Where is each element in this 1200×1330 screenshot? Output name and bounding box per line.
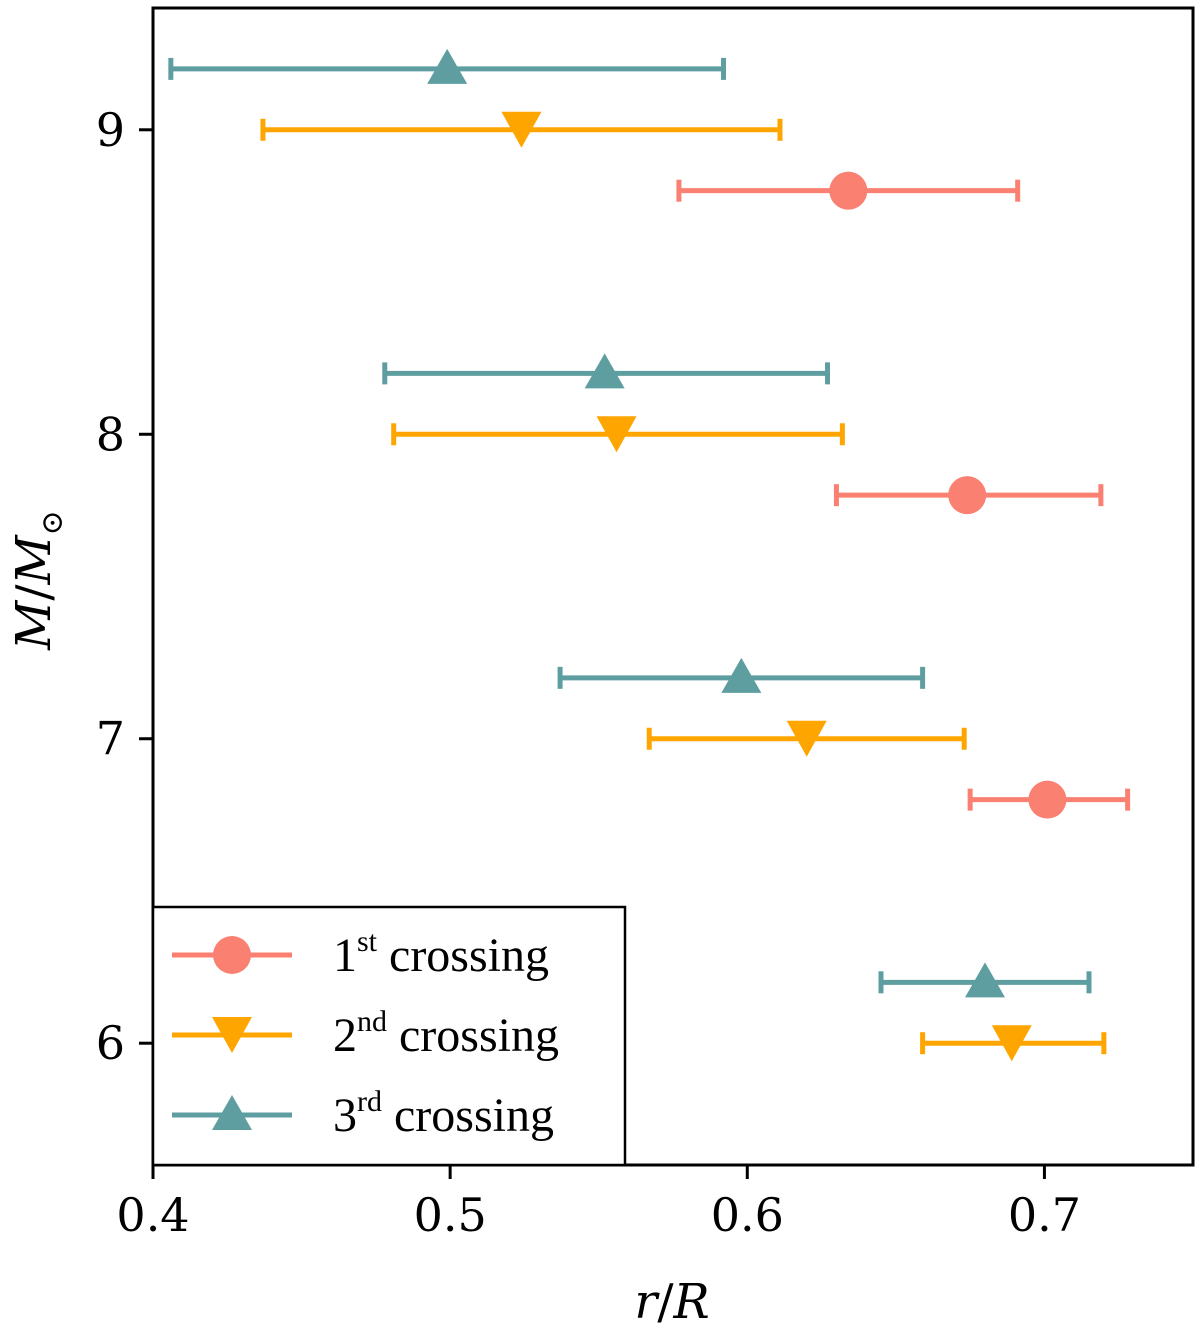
series-2-point-2-marker: [596, 416, 637, 453]
x-tick-label-0: 0.4: [116, 1188, 189, 1242]
plot-frame: [151, 6, 1195, 1167]
x-axis-label-r: r: [634, 1274, 660, 1330]
legend-label-word-1: crossing: [377, 929, 549, 982]
series-1-point-0-marker: [1028, 780, 1067, 819]
y-axis-label-M: M: [6, 599, 62, 651]
y-axis-label-slash: /: [6, 584, 62, 601]
series-3-point-1-marker: [721, 657, 762, 693]
y-axis-label-Msun: M: [6, 533, 62, 585]
series-3: [168, 48, 1092, 998]
series-2-point-3-marker: [501, 111, 542, 148]
series-3-point-0-marker: [965, 962, 1005, 998]
series-1-point-1-marker: [948, 476, 987, 515]
series-2-point-1-marker: [786, 720, 827, 757]
series-3-point-3-marker: [427, 48, 468, 84]
legend-label-3: 3rd crossing: [333, 1085, 554, 1142]
y-axis-label: M/M⊙: [6, 510, 70, 651]
legend-label-1: 1st crossing: [333, 925, 549, 982]
legend-marker-2: [212, 1017, 252, 1053]
legend-label-word-2: crossing: [387, 1009, 559, 1062]
y-tick-label-3: 9: [96, 103, 125, 157]
x-axis-label: r/R: [634, 1274, 709, 1330]
legend-marker-3: [212, 1095, 252, 1130]
legend-label-number-1: 1: [333, 929, 357, 982]
axis-ticks: 0.4 0.5 0.6 0.7 6 7 8 9: [96, 103, 1081, 1242]
series-2-point-0-marker: [991, 1025, 1032, 1062]
legend-entry-3: 3rd crossing: [172, 1085, 554, 1142]
plot-marks: [168, 48, 1131, 1062]
legend-label-number-3: 3: [333, 1089, 357, 1142]
legend-label-word-3: crossing: [382, 1089, 554, 1142]
y-tick-label-0: 6: [96, 1016, 125, 1070]
legend-label-suffix-3: rd: [357, 1085, 382, 1118]
legend-label-2: 2nd crossing: [333, 1005, 559, 1062]
x-axis-label-R: R: [672, 1274, 709, 1330]
x-tick-label-3: 0.7: [1008, 1188, 1081, 1242]
legend-entry-1: 1st crossing: [172, 925, 549, 982]
x-tick-label-2: 0.6: [711, 1188, 784, 1242]
legend-label-number-2: 2: [333, 1009, 357, 1062]
y-tick-label-1: 7: [96, 712, 125, 766]
x-axis-label-slash: /: [657, 1274, 674, 1330]
series-1: [676, 171, 1131, 819]
legend-label-suffix-1: st: [357, 925, 378, 958]
series-2: [260, 111, 1107, 1062]
y-axis-label-sun-symbol: ⊙: [35, 510, 70, 535]
x-tick-label-1: 0.5: [414, 1188, 487, 1242]
series-3-point-2-marker: [584, 353, 625, 389]
series-1-point-2-marker: [829, 171, 868, 210]
y-tick-label-2: 8: [96, 407, 125, 461]
legend-marker-1: [213, 936, 251, 974]
legend-entry-2: 2nd crossing: [172, 1005, 559, 1062]
legend-label-suffix-2: nd: [357, 1005, 387, 1038]
